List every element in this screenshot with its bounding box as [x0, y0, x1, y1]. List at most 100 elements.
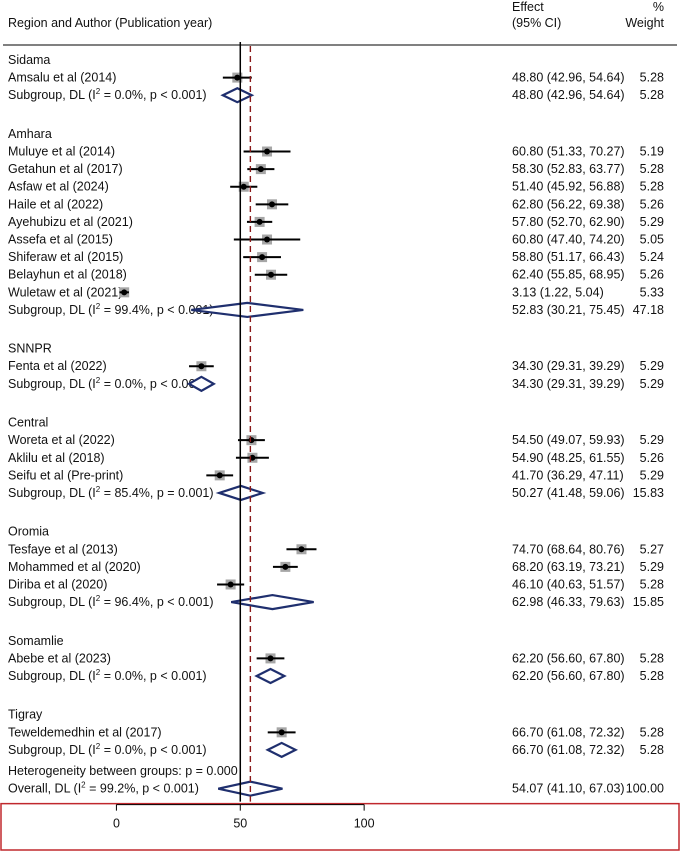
study-point-estimate [264, 148, 271, 155]
study-label: Haile et al (2022) [8, 197, 103, 211]
study-weight: 5.28 [640, 725, 664, 739]
group-heading: Oromia [8, 525, 49, 539]
subgroup-label: Subgroup, DL (I2 = 0.0%, p < 0.001) [8, 376, 207, 391]
study-weight: 5.28 [640, 180, 664, 194]
group-heading: Somamlie [8, 634, 64, 648]
subgroup-effect-ci: 48.80 (42.96, 54.64) [512, 88, 625, 102]
study-point-estimate [264, 236, 271, 243]
study-effect-ci: 34.30 (29.31, 39.29) [512, 359, 625, 373]
heterogeneity-text: Heterogeneity between groups: p = 0.000 [8, 764, 238, 778]
study-effect-ci: 57.80 (52.70, 62.90) [512, 215, 625, 229]
study-point-estimate [234, 74, 241, 81]
x-tick-label: 0 [113, 817, 120, 831]
study-point-estimate [268, 271, 275, 278]
header: Region and Author (Publication year) Eff… [8, 0, 665, 30]
study-label: Amsalu et al (2014) [8, 71, 116, 85]
subgroup-label-stats: = 0.0%, p < 0.001) [100, 88, 206, 102]
study-weight: 5.29 [640, 359, 664, 373]
percent-header: % [653, 0, 664, 14]
study-weight: 5.29 [640, 560, 664, 574]
study-label: Teweldemedhin et al (2017) [8, 725, 162, 739]
subgroup-effect-ci: 62.98 (46.33, 79.63) [512, 595, 625, 609]
overall-effect-ci: 54.07 (41.10, 67.03) [512, 782, 625, 796]
study-label: Mohammed et al (2020) [8, 560, 141, 574]
subgroup-weight: 15.85 [633, 595, 664, 609]
subgroup-label-main: Subgroup, DL (I [8, 486, 96, 500]
study-label: Aklilu et al (2018) [8, 451, 105, 465]
subgroup-diamond [231, 593, 314, 611]
study-label: Belayhun et al (2018) [8, 268, 127, 282]
subgroup-weight: 5.28 [640, 743, 664, 757]
study-weight: 5.33 [640, 285, 664, 299]
subgroup-effect-ci: 62.20 (56.60, 67.80) [512, 669, 625, 683]
subgroup-label-main: Subgroup, DL (I [8, 303, 96, 317]
subgroup-weight: 5.28 [640, 669, 664, 683]
subgroup-diamond [254, 667, 287, 685]
effect-header-line1: Effect [512, 0, 544, 14]
subgroup-label-i2-superscript: 2 [96, 376, 101, 385]
study-weight: 5.28 [640, 162, 664, 176]
study-label: Tesfaye et al (2013) [8, 542, 118, 556]
subgroup-label-stats: = 0.0%, p < 0.001) [100, 669, 206, 683]
study-label: Ayehubizu et al (2021) [8, 215, 133, 229]
subgroup-label-i2-superscript: 2 [96, 668, 101, 677]
study-weight: 5.05 [640, 233, 664, 247]
subgroup-label: Subgroup, DL (I2 = 0.0%, p < 0.001) [8, 87, 207, 102]
study-weight: 5.28 [640, 577, 664, 591]
study-point-estimate [227, 581, 234, 588]
subgroup-label-i2-superscript: 2 [96, 742, 101, 751]
study-effect-ci: 62.20 (56.60, 67.80) [512, 651, 625, 665]
subgroup-label: Subgroup, DL (I2 = 99.4%, p < 0.001) [8, 302, 214, 317]
subgroup-label-stats: = 85.4%, p = 0.001) [100, 486, 213, 500]
study-weight: 5.29 [640, 468, 664, 482]
study-weight: 5.24 [640, 250, 664, 264]
study-weight: 5.28 [640, 651, 664, 665]
study-column-header: Region and Author (Publication year) [8, 16, 212, 30]
study-effect-ci: 48.80 (42.96, 54.64) [512, 71, 625, 85]
subgroup-weight: 5.29 [640, 377, 664, 391]
subgroup-effect-ci: 50.27 (41.48, 59.06) [512, 486, 625, 500]
study-point-estimate [121, 289, 128, 296]
study-weight: 5.19 [640, 145, 664, 159]
study-effect-ci: 58.30 (52.83, 63.77) [512, 162, 625, 176]
overall-label-i2-superscript: 2 [81, 781, 86, 790]
study-label: Wuletaw et al (2021) [8, 285, 122, 299]
study-point-estimate [248, 437, 255, 444]
subgroup-label: Subgroup, DL (I2 = 96.4%, p < 0.001) [8, 594, 214, 609]
overall-weight: 100.00 [626, 782, 664, 796]
study-label: Getahun et al (2017) [8, 162, 123, 176]
study-effect-ci: 60.80 (51.33, 70.27) [512, 145, 625, 159]
subgroup-effect-ci: 52.83 (30.21, 75.45) [512, 303, 625, 317]
study-effect-ci: 66.70 (61.08, 72.32) [512, 725, 625, 739]
study-point-estimate [259, 254, 266, 261]
subgroup-label-main: Subgroup, DL (I [8, 743, 96, 757]
study-weight: 5.29 [640, 215, 664, 229]
study-label: Abebe et al (2023) [8, 651, 111, 665]
study-weight: 5.26 [640, 451, 664, 465]
study-label: Fenta et al (2022) [8, 359, 107, 373]
study-label: Seifu et al (Pre-print) [8, 468, 123, 482]
subgroup-label-stats: = 0.0%, p < 0.001) [100, 743, 206, 757]
subgroup-label-i2-superscript: 2 [96, 302, 101, 311]
subgroup-label-stats: = 99.4%, p < 0.001) [100, 303, 213, 317]
study-effect-ci: 74.70 (68.64, 80.76) [512, 542, 625, 556]
group-heading: Tigray [8, 708, 43, 722]
study-point-estimate [278, 729, 285, 736]
study-weight: 5.28 [640, 71, 664, 85]
study-effect-ci: 58.80 (51.17, 66.43) [512, 250, 625, 264]
study-weight: 5.26 [640, 268, 664, 282]
study-point-estimate [240, 183, 247, 190]
subgroup-label-stats: = 96.4%, p < 0.001) [100, 595, 213, 609]
subgroup-label-stats: = 0.0%, p < 0.001) [100, 377, 206, 391]
study-point-estimate [267, 655, 274, 662]
study-point-estimate [298, 546, 305, 553]
subgroup-effect-ci: 66.70 (61.08, 72.32) [512, 743, 625, 757]
subgroup-label: Subgroup, DL (I2 = 0.0%, p < 0.001) [8, 668, 207, 683]
study-weight: 5.29 [640, 433, 664, 447]
study-effect-ci: 60.80 (47.40, 74.20) [512, 233, 625, 247]
x-tick-label: 100 [354, 817, 375, 831]
study-point-estimate [198, 363, 205, 370]
group-heading: Central [8, 416, 48, 430]
group-heading: Sidama [8, 53, 50, 67]
